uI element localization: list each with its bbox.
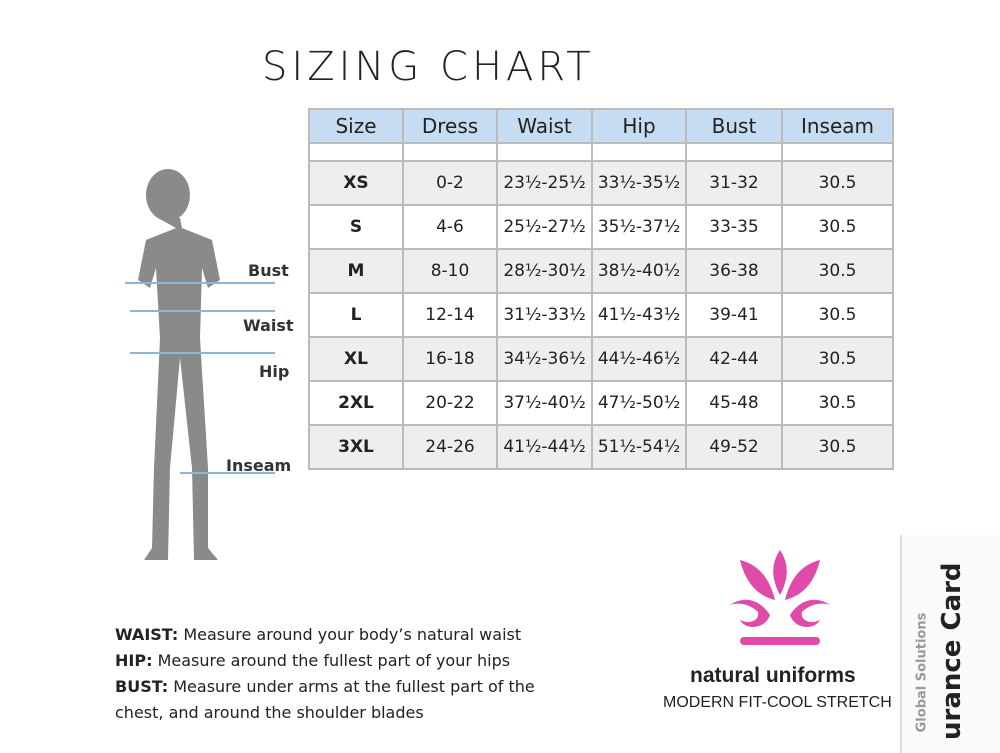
- table-cell: 24-26: [402, 424, 498, 470]
- table-cell: 41½-43½: [591, 292, 687, 338]
- table-cell: S: [308, 204, 404, 250]
- table-cell: M: [308, 248, 404, 294]
- brand-name: natural uniforms: [690, 664, 856, 687]
- note-term: HIP:: [115, 651, 153, 670]
- spacer-cell: [402, 142, 498, 162]
- side-card: Global Solutions urance Card: [900, 535, 1000, 753]
- table-cell: 30.5: [781, 336, 894, 382]
- table-cell: L: [308, 292, 404, 338]
- note: HIP: Measure around the fullest part of …: [115, 648, 535, 674]
- spacer-cell: [308, 142, 404, 162]
- table-cell: 31½-33½: [496, 292, 593, 338]
- table-cell: 12-14: [402, 292, 498, 338]
- header-row: Size Dress Waist Hip Bust Inseam: [308, 108, 894, 144]
- table-cell: 30.5: [781, 160, 894, 206]
- table-cell: 2XL: [308, 380, 404, 426]
- header-cell: Dress: [402, 108, 498, 144]
- table-cell: 41½-44½: [496, 424, 593, 470]
- table-cell: 0-2: [402, 160, 498, 206]
- spacer-cell: [685, 142, 783, 162]
- table-row: L 12-14 31½-33½ 41½-43½ 39-41 30.5: [308, 292, 894, 338]
- table-cell: 8-10: [402, 248, 498, 294]
- table-row: 3XL 24-26 41½-44½ 51½-54½ 49-52 30.5: [308, 424, 894, 470]
- header-cell: Inseam: [781, 108, 894, 144]
- table-cell: 30.5: [781, 248, 894, 294]
- table-cell: 39-41: [685, 292, 783, 338]
- table-cell: 25½-27½: [496, 204, 593, 250]
- table-cell: 31-32: [685, 160, 783, 206]
- side-text: Global Solutions: [914, 612, 930, 733]
- note-text: Measure around the fullest part of your …: [157, 651, 511, 670]
- table-row: XL 16-18 34½-36½ 44½-46½ 42-44 30.5: [308, 336, 894, 382]
- note-term: WAIST:: [115, 625, 179, 644]
- measure-lines: [125, 282, 275, 474]
- table-cell: 33-35: [685, 204, 783, 250]
- spacer-cell: [496, 142, 593, 162]
- table-cell: 33½-35½: [591, 160, 687, 206]
- table-cell: 51½-54½: [591, 424, 687, 470]
- note: WAIST: Measure around your body’s natura…: [115, 622, 535, 648]
- table-cell: 44½-46½: [591, 336, 687, 382]
- spacer-row: [308, 142, 894, 162]
- size-table: Size Dress Waist Hip Bust Inseam XS 0-2 23½-25½ 3…: [308, 108, 894, 470]
- table-row: XS 0-2 23½-25½ 33½-35½ 31-32 30.5: [308, 160, 894, 206]
- header-cell: Bust: [685, 108, 783, 144]
- table-cell: 37½-40½: [496, 380, 593, 426]
- table-cell: 30.5: [781, 380, 894, 426]
- table-cell: 30.5: [781, 424, 894, 470]
- note-text: Measure around your body’s natural waist: [183, 625, 522, 644]
- table-cell: 30.5: [781, 204, 894, 250]
- brand-logo: [730, 550, 830, 645]
- note-term: BUST:: [115, 677, 169, 696]
- table-cell: 3XL: [308, 424, 404, 470]
- table-cell: 23½-25½: [496, 160, 593, 206]
- figure-label: Waist: [243, 316, 294, 335]
- table-cell: 4-6: [402, 204, 498, 250]
- note: BUST: Measure under arms at the fullest …: [115, 674, 535, 726]
- header-cell: Hip: [591, 108, 687, 144]
- table-cell: 45-48: [685, 380, 783, 426]
- table-row: 2XL 20-22 37½-40½ 47½-50½ 45-48 30.5: [308, 380, 894, 426]
- spacer-cell: [781, 142, 894, 162]
- table-cell: XL: [308, 336, 404, 382]
- table-cell: 36-38: [685, 248, 783, 294]
- table-cell: 49-52: [685, 424, 783, 470]
- table-cell: XS: [308, 160, 404, 206]
- brand-tagline: MODERN FIT-COOL STRETCH: [663, 694, 892, 711]
- table-cell: 42-44: [685, 336, 783, 382]
- silhouette: [138, 169, 220, 560]
- header-cell: Waist: [496, 108, 593, 144]
- table-cell: 30.5: [781, 292, 894, 338]
- side-text: urance Card: [937, 562, 967, 740]
- figure-label: Inseam: [226, 456, 292, 475]
- table-cell: 20-22: [402, 380, 498, 426]
- table-cell: 16-18: [402, 336, 498, 382]
- title: SIZING CHART: [262, 44, 595, 90]
- note-text: Measure under arms at the fullest part o…: [115, 677, 535, 722]
- spacer-cell: [591, 142, 687, 162]
- table-cell: 35½-37½: [591, 204, 687, 250]
- table-cell: 47½-50½: [591, 380, 687, 426]
- table-cell: 38½-40½: [591, 248, 687, 294]
- header-cell: Size: [308, 108, 404, 144]
- figure-label: Hip: [259, 362, 290, 381]
- table-cell: 34½-36½: [496, 336, 593, 382]
- table-row: S 4-6 25½-27½ 35½-37½ 33-35 30.5: [308, 204, 894, 250]
- table-row: M 8-10 28½-30½ 38½-40½ 36-38 30.5: [308, 248, 894, 294]
- table-cell: 28½-30½: [496, 248, 593, 294]
- figure-label: Bust: [248, 261, 289, 280]
